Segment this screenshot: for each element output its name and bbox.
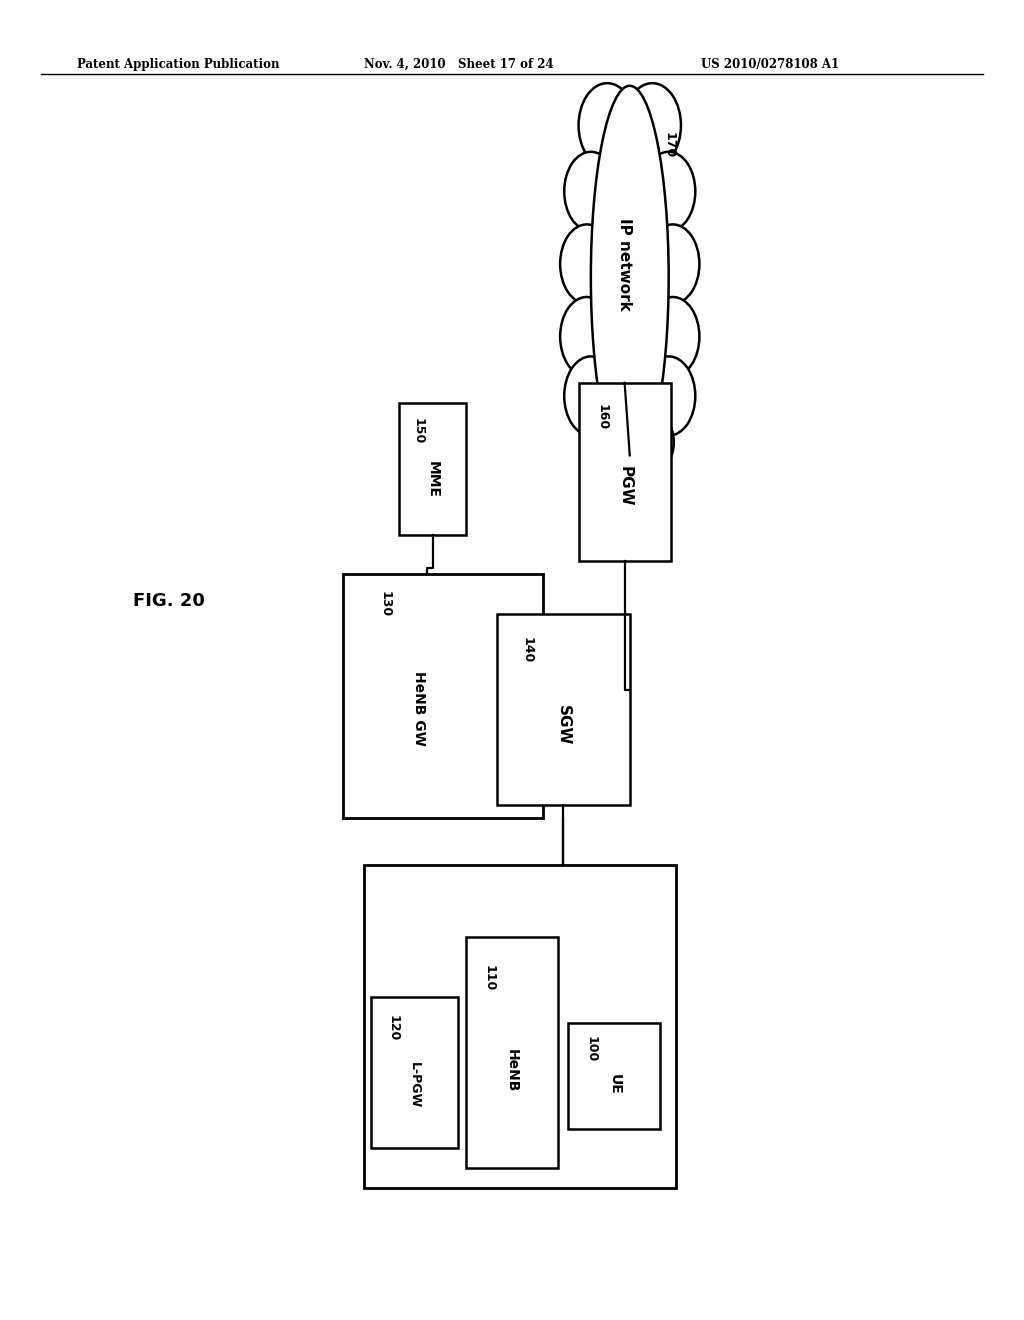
Text: UE: UE <box>607 1074 622 1094</box>
Text: 150: 150 <box>412 418 424 445</box>
FancyBboxPatch shape <box>399 403 466 535</box>
Text: Nov. 4, 2010   Sheet 17 of 24: Nov. 4, 2010 Sheet 17 of 24 <box>364 58 553 71</box>
Text: 120: 120 <box>386 1015 399 1041</box>
Text: US 2010/0278108 A1: US 2010/0278108 A1 <box>701 58 840 71</box>
Ellipse shape <box>564 152 617 231</box>
Text: 130: 130 <box>379 591 392 618</box>
Text: MME: MME <box>426 461 439 498</box>
Ellipse shape <box>596 123 664 433</box>
Text: HeNB GW: HeNB GW <box>412 671 426 746</box>
Text: Patent Application Publication: Patent Application Publication <box>77 58 280 71</box>
Ellipse shape <box>560 224 613 304</box>
Ellipse shape <box>579 83 636 168</box>
Ellipse shape <box>560 297 613 376</box>
Text: PGW: PGW <box>617 466 632 507</box>
Text: 160: 160 <box>595 404 608 430</box>
Ellipse shape <box>646 224 699 304</box>
Ellipse shape <box>592 99 668 455</box>
Ellipse shape <box>564 356 617 436</box>
Ellipse shape <box>623 409 674 475</box>
Text: 140: 140 <box>520 636 534 663</box>
FancyBboxPatch shape <box>343 574 543 818</box>
Ellipse shape <box>642 356 695 436</box>
Text: IP network: IP network <box>617 218 632 310</box>
Text: 170: 170 <box>663 132 675 158</box>
FancyBboxPatch shape <box>579 383 671 561</box>
Text: 110: 110 <box>482 965 496 991</box>
FancyBboxPatch shape <box>568 1023 660 1129</box>
Ellipse shape <box>646 297 699 376</box>
Ellipse shape <box>586 409 637 475</box>
Text: FIG. 20: FIG. 20 <box>133 591 205 610</box>
FancyBboxPatch shape <box>364 865 676 1188</box>
Ellipse shape <box>624 83 681 168</box>
Text: HeNB: HeNB <box>505 1049 519 1093</box>
Text: 100: 100 <box>585 1036 598 1061</box>
FancyBboxPatch shape <box>371 997 458 1148</box>
Text: L-PGW: L-PGW <box>408 1061 421 1107</box>
Ellipse shape <box>591 86 669 469</box>
FancyBboxPatch shape <box>466 937 558 1168</box>
Ellipse shape <box>642 152 695 231</box>
FancyBboxPatch shape <box>497 614 630 805</box>
Text: SGW: SGW <box>556 705 570 744</box>
